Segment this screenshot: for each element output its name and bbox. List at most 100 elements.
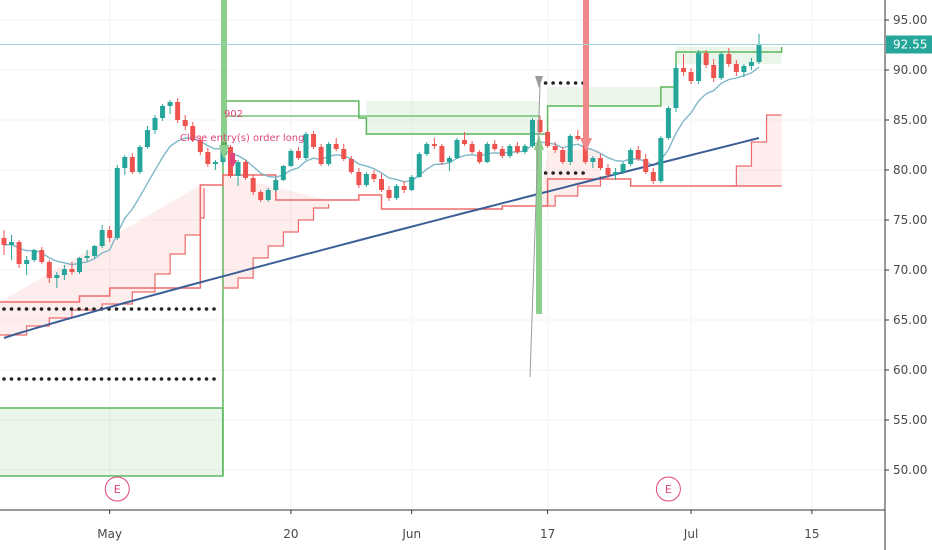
candle-16 bbox=[122, 155, 128, 175]
candle-body bbox=[273, 180, 279, 190]
level-dots-59-dot bbox=[99, 377, 104, 381]
candle-body bbox=[258, 192, 264, 200]
y-tick-label: 85.00 bbox=[893, 113, 927, 127]
level-dots-66-dot bbox=[54, 307, 59, 311]
candle-36 bbox=[273, 178, 279, 192]
candle-body bbox=[665, 108, 671, 138]
candle-body bbox=[718, 54, 724, 78]
candle-body bbox=[69, 269, 75, 272]
y-tick-label: 95.00 bbox=[893, 13, 927, 27]
level-dots-66-dot bbox=[129, 307, 134, 311]
candle-body bbox=[597, 158, 603, 168]
level-dots-59-dot bbox=[69, 377, 74, 381]
candle-21 bbox=[160, 104, 166, 121]
candle-99 bbox=[748, 58, 754, 70]
candle-54 bbox=[409, 175, 415, 191]
level-dots-66-dot bbox=[17, 307, 21, 311]
level-dots-59-dot bbox=[182, 377, 186, 381]
candle-82 bbox=[620, 162, 626, 174]
level-dots-66-dot bbox=[92, 307, 96, 311]
level-dots-59-dot bbox=[137, 377, 141, 381]
candle-3 bbox=[24, 256, 30, 275]
candle-body bbox=[492, 144, 498, 149]
candle-body bbox=[235, 162, 241, 176]
level-dots-66-dot bbox=[84, 307, 89, 311]
candle-body bbox=[560, 150, 566, 162]
level-dots-89-dot bbox=[573, 81, 578, 85]
candle-33 bbox=[250, 175, 256, 195]
candle-28 bbox=[212, 160, 218, 170]
level-dots-89-dot bbox=[558, 81, 563, 85]
candle-89 bbox=[673, 64, 679, 112]
red-zone-mid bbox=[222, 175, 329, 288]
level-dots-66-dot bbox=[204, 307, 209, 311]
candle-body bbox=[167, 102, 173, 106]
level-dots-66-dot bbox=[152, 307, 156, 311]
candle-body bbox=[129, 157, 135, 172]
candle-body bbox=[61, 269, 67, 275]
candle-64 bbox=[484, 142, 490, 163]
candle-body bbox=[379, 179, 384, 190]
candle-body bbox=[1, 238, 7, 245]
level-dots-80-dot bbox=[543, 171, 548, 175]
level-dots-80-dot bbox=[573, 171, 578, 175]
candle-69 bbox=[522, 144, 528, 154]
level-dots-89-dot bbox=[566, 81, 570, 85]
level-dots-59 bbox=[2, 377, 216, 381]
level-dots-59-dot bbox=[39, 377, 44, 381]
candle-27 bbox=[205, 148, 211, 167]
candle-body bbox=[431, 144, 437, 146]
candle-body bbox=[107, 230, 113, 238]
candle-91 bbox=[688, 68, 694, 84]
candle-body bbox=[462, 140, 468, 144]
last-price-badge bbox=[886, 35, 932, 54]
candle-63 bbox=[477, 150, 483, 164]
candle-70 bbox=[530, 118, 535, 148]
y-tick-label: 80.00 bbox=[893, 163, 927, 177]
level-dots-66-dot bbox=[212, 307, 216, 311]
candle-68 bbox=[514, 142, 520, 154]
candle-73 bbox=[552, 142, 558, 153]
entry-arrow-1 bbox=[219, 145, 229, 160]
candle-body bbox=[348, 159, 354, 172]
candle-body bbox=[401, 186, 407, 190]
candle-79 bbox=[597, 154, 603, 170]
candle-4 bbox=[31, 249, 37, 262]
level-dots-66-dot bbox=[197, 307, 201, 311]
background-layer bbox=[0, 0, 885, 510]
entry-bar-3 bbox=[536, 147, 542, 314]
candle-body bbox=[711, 65, 717, 78]
candle-body bbox=[212, 162, 218, 164]
candle-85 bbox=[643, 154, 649, 174]
candle-body bbox=[575, 136, 581, 139]
candle-32 bbox=[243, 160, 249, 180]
candle-body bbox=[197, 140, 203, 152]
level-dots-59-dot bbox=[47, 377, 51, 381]
candle-15 bbox=[114, 165, 120, 240]
candle-34 bbox=[258, 190, 264, 202]
candle-25 bbox=[190, 122, 196, 142]
candle-45 bbox=[341, 144, 347, 161]
candle-body bbox=[182, 120, 188, 126]
candle-5 bbox=[39, 247, 45, 264]
close-marker-body bbox=[230, 153, 235, 160]
trade-markers bbox=[0, 0, 885, 378]
candle-83 bbox=[628, 148, 634, 166]
candle-12 bbox=[92, 245, 98, 258]
ma-slow-line bbox=[3, 137, 760, 339]
strategy-zones bbox=[0, 47, 783, 477]
candle-76 bbox=[575, 130, 581, 141]
candle-body bbox=[552, 146, 558, 150]
earnings-label-1: E bbox=[665, 483, 672, 496]
candle-44 bbox=[333, 138, 339, 151]
level-dots-59-dot bbox=[212, 377, 216, 381]
candle-0 bbox=[1, 230, 7, 255]
candle-67 bbox=[507, 144, 513, 158]
candle-58 bbox=[439, 144, 445, 165]
candle-body bbox=[537, 120, 543, 132]
candle-body bbox=[469, 144, 475, 152]
candle-body bbox=[363, 174, 369, 185]
order-text-label: Close entry(s) order long bbox=[180, 133, 304, 144]
candle-74 bbox=[560, 147, 566, 164]
candle-body bbox=[454, 140, 460, 158]
